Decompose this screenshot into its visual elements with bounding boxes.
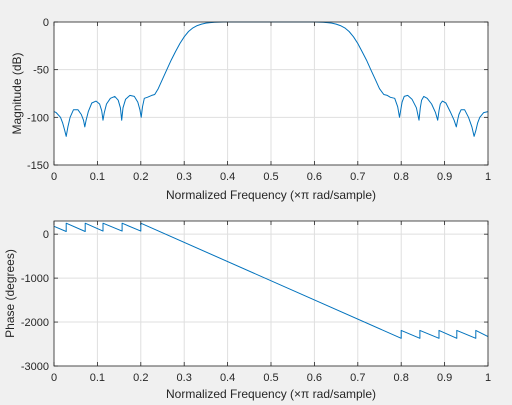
phase-y-tick-label: -2000: [21, 317, 49, 329]
phase-y-ticks: -3000 -2000 -1000 0: [21, 229, 488, 373]
magnitude-x-tick-label: 0.5: [263, 171, 278, 183]
magnitude-x-tick-label: 0: [51, 171, 57, 183]
magnitude-x-tick-label: 0.3: [177, 171, 192, 183]
phase-x-tick-label: 0.4: [220, 372, 235, 384]
phase-x-tick-label: 1: [485, 372, 491, 384]
magnitude-x-tick-label: 0.4: [220, 171, 235, 183]
magnitude-y-axis-label: Magnitude (dB): [10, 52, 24, 134]
magnitude-y-tick-label: -100: [27, 112, 49, 124]
phase-y-tick-label: -3000: [21, 361, 49, 373]
phase-x-tick-label: 0.7: [350, 372, 365, 384]
magnitude-x-tick-label: 0.8: [394, 171, 409, 183]
phase-line-group: [53, 222, 489, 339]
magnitude-x-tick-label: 0.2: [133, 171, 148, 183]
magnitude-x-tick-label: 0.6: [307, 171, 322, 183]
phase-x-tick-label: 0.9: [437, 372, 452, 384]
magnitude-x-tick-label: 0.7: [350, 171, 365, 183]
magnitude-y-tick-label: 0: [43, 17, 49, 29]
phase-x-tick-label: 0.1: [90, 372, 105, 384]
phase-x-tick-label: 0: [51, 372, 57, 384]
phase-y-tick-label: 0: [43, 229, 49, 241]
magnitude-y-tick-label: -150: [27, 160, 49, 172]
phase-y-axis-label: Phase (degrees): [3, 249, 17, 338]
phase-x-tick-label: 0.3: [177, 372, 192, 384]
magnitude-x-ticks: 0 0.1 0.2 0.3 0.4 0.5 0.6 0.7 0.8 0.9 1: [51, 22, 491, 183]
phase-response-line: [53, 222, 489, 339]
magnitude-x-tick-label: 0.9: [437, 171, 452, 183]
magnitude-axes: 0 0.1 0.2 0.3 0.4 0.5 0.6 0.7 0.8 0.9 1 -150 -100 -5…: [10, 17, 491, 202]
phase-axes: 0 0.1 0.2 0.3 0.4 0.5 0.6 0.7 0.8 0.9 1 -3000 -2000…: [3, 220, 491, 401]
magnitude-x-tick-label: 0.1: [90, 171, 105, 183]
phase-x-tick-label: 0.2: [133, 372, 148, 384]
magnitude-x-tick-label: 1: [485, 171, 491, 183]
phase-y-tick-label: -1000: [21, 273, 49, 285]
phase-x-tick-label: 0.6: [307, 372, 322, 384]
phase-x-tick-label: 0.5: [263, 372, 278, 384]
magnitude-y-tick-label: -50: [33, 65, 49, 77]
phase-x-axis-label: Normalized Frequency (×π rad/sample): [166, 387, 376, 401]
phase-x-tick-label: 0.8: [394, 372, 409, 384]
phase-x-ticks: 0 0.1 0.2 0.3 0.4 0.5 0.6 0.7 0.8 0.9 1: [51, 221, 491, 384]
magnitude-x-axis-label: Normalized Frequency (×π rad/sample): [166, 188, 376, 202]
magnitude-y-ticks: -150 -100 -50 0: [27, 17, 488, 172]
